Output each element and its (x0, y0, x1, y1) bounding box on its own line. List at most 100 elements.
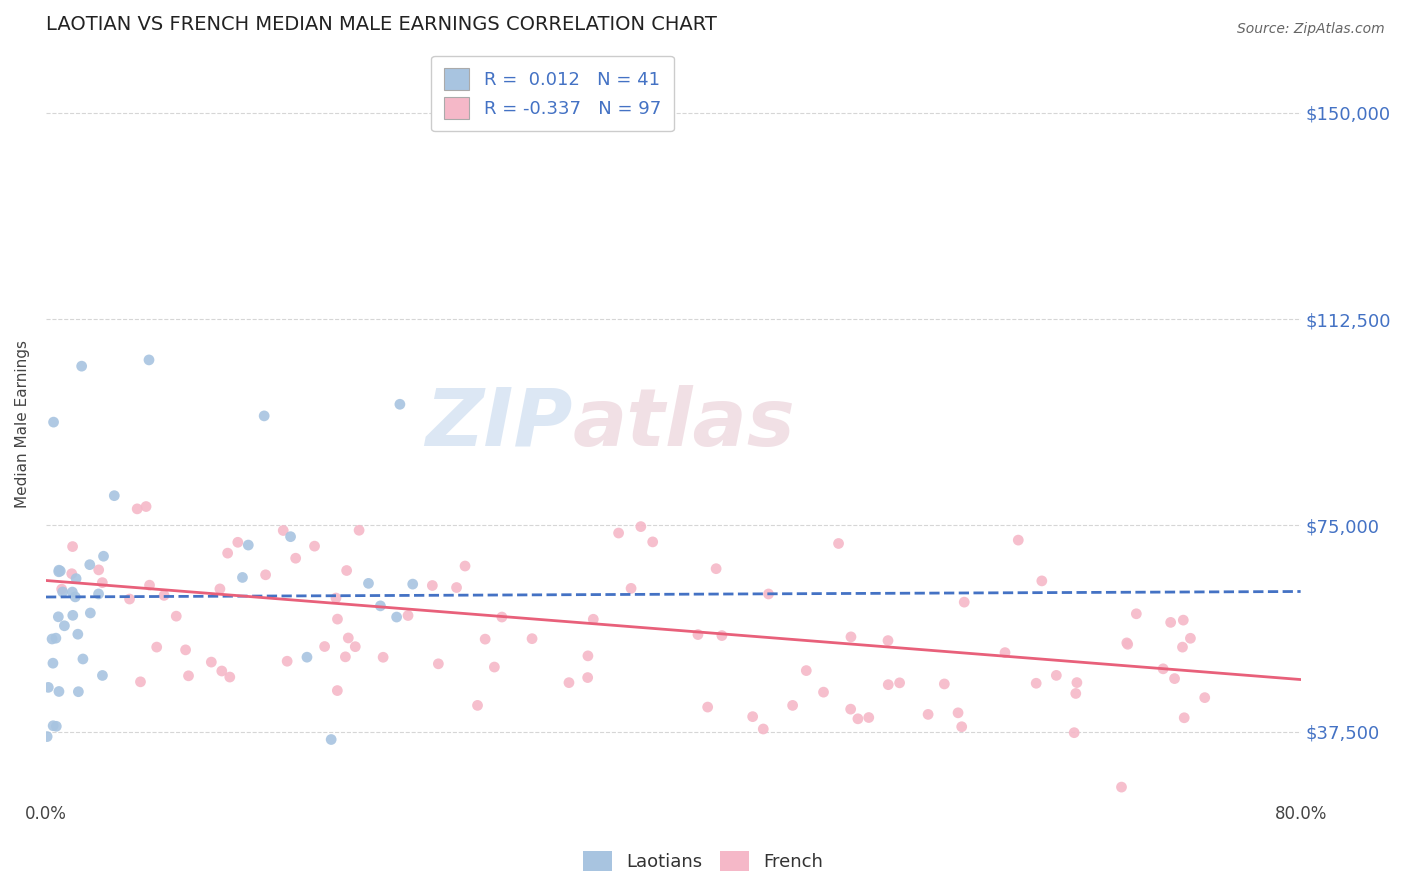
Point (53, 619, 76, 633)
Point (758, 587, 780, 601)
Point (65, 572, 87, 586)
Point (396, 608, 419, 623)
Point (138, 578, 160, 592)
Point (1064, 686, 1087, 700)
Point (1180, 632, 1202, 646)
Point (60, 585, 83, 599)
Point (276, 654, 298, 668)
Point (211, 664, 233, 678)
Point (45, 719, 67, 733)
Point (467, 698, 489, 713)
Point (741, 709, 763, 723)
Point (45, 631, 67, 645)
Point (231, 570, 253, 584)
Point (385, 610, 408, 624)
Point (1160, 615, 1182, 630)
Point (782, 698, 804, 713)
Point (1045, 668, 1067, 682)
Point (1194, 690, 1216, 705)
Point (41, 632, 63, 646)
Point (127, 501, 149, 516)
Point (60, 566, 83, 581)
Point (79, 558, 101, 572)
Point (946, 706, 969, 720)
Point (118, 592, 141, 607)
Point (813, 685, 835, 699)
Text: LAOTIAN VS FRENCH MEDIAN MALE EARNINGS CORRELATION CHART: LAOTIAN VS FRENCH MEDIAN MALE EARNINGS C… (46, 15, 717, 34)
Point (42, 719, 65, 733)
Point (371, 650, 394, 665)
Point (1116, 637, 1139, 651)
Point (129, 674, 152, 689)
Point (1163, 672, 1185, 686)
Point (607, 526, 630, 541)
Point (1152, 662, 1174, 676)
Point (630, 519, 652, 533)
Point (710, 629, 733, 643)
Point (846, 712, 869, 726)
Point (52, 585, 75, 599)
Point (145, 640, 167, 654)
Point (474, 632, 496, 647)
Point (87, 563, 110, 577)
Point (280, 530, 302, 544)
Point (62, 540, 84, 554)
Point (51, 582, 73, 596)
Point (208, 582, 231, 596)
Point (200, 655, 222, 669)
Point (48, 565, 70, 579)
Point (1171, 640, 1194, 654)
Legend: Laotians, French: Laotians, French (575, 844, 831, 879)
Point (65, 590, 87, 604)
Point (254, 567, 277, 582)
Point (217, 546, 239, 560)
Point (336, 564, 359, 578)
Point (994, 646, 1017, 660)
Point (70, 359, 93, 373)
Point (218, 670, 240, 684)
Point (454, 559, 477, 574)
Point (388, 397, 411, 411)
Point (321, 732, 343, 747)
Point (950, 720, 973, 734)
Point (839, 630, 862, 644)
Point (1031, 574, 1053, 588)
Point (48, 563, 70, 577)
Point (49, 564, 72, 578)
Point (325, 591, 347, 605)
Point (153, 588, 176, 602)
Point (696, 700, 718, 714)
Point (704, 562, 727, 576)
Point (91, 668, 114, 682)
Point (67, 684, 90, 698)
Text: atlas: atlas (572, 384, 796, 463)
Text: Source: ZipAtlas.com: Source: ZipAtlas.com (1237, 22, 1385, 37)
Point (42, 415, 65, 429)
Point (93, 549, 115, 564)
Point (1111, 780, 1133, 794)
Point (72, 652, 94, 666)
Point (641, 535, 664, 549)
Point (491, 610, 513, 624)
Point (103, 489, 125, 503)
Legend: R =  0.012   N = 41, R = -0.337   N = 97: R = 0.012 N = 41, R = -0.337 N = 97 (432, 55, 673, 131)
Point (62, 608, 84, 623)
Point (402, 577, 425, 591)
Point (520, 632, 543, 646)
Point (46, 609, 69, 624)
Point (335, 649, 357, 664)
Point (357, 576, 380, 591)
Point (877, 678, 900, 692)
Point (165, 609, 187, 624)
Point (37, 681, 59, 695)
Point (858, 710, 880, 724)
Point (917, 707, 939, 722)
Point (87, 587, 110, 601)
Point (91, 575, 114, 590)
Point (326, 683, 349, 698)
Point (953, 595, 976, 609)
Point (42, 656, 65, 670)
Point (177, 669, 200, 683)
Point (226, 535, 249, 549)
Point (420, 578, 443, 592)
